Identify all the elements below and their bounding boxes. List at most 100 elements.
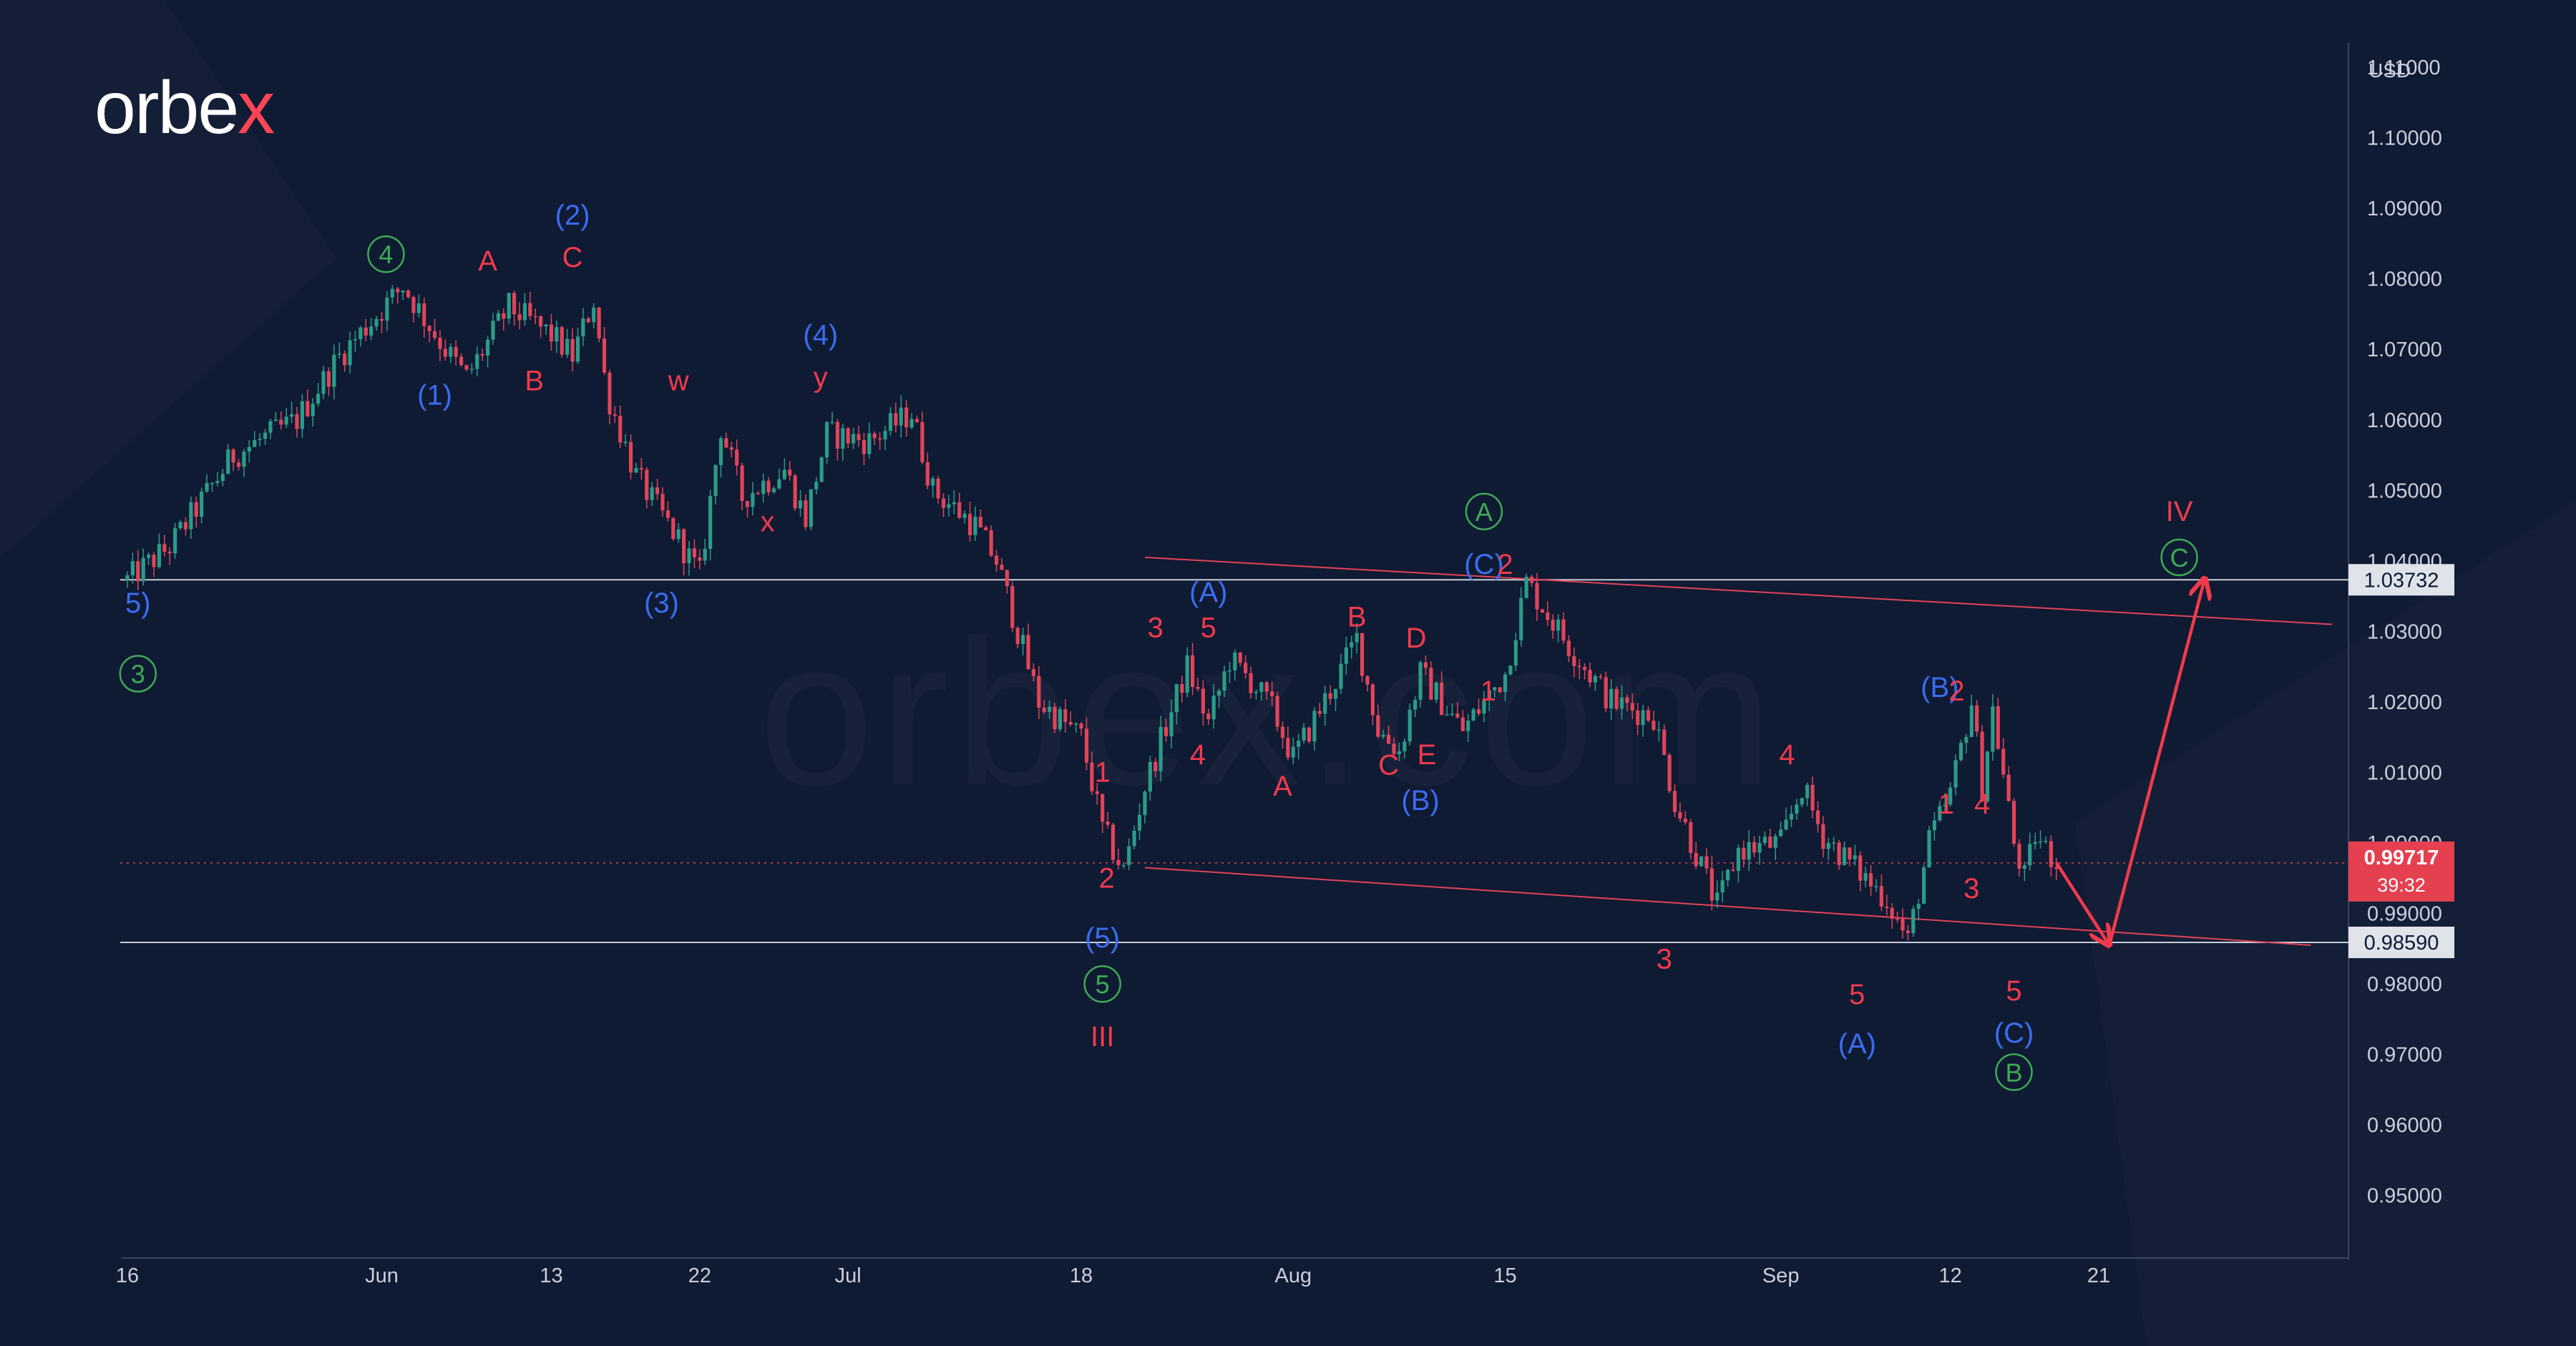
candle-body xyxy=(1037,676,1041,708)
candle-body xyxy=(1672,791,1677,812)
candle-body xyxy=(1784,819,1788,830)
time-axis[interactable]: 16 Jun 13 22 Jul 18 Aug 15 Sep 12 21 xyxy=(116,1264,2110,1287)
candle-body xyxy=(1259,682,1264,692)
candle-body xyxy=(1747,842,1751,860)
candle-body xyxy=(1948,787,1953,805)
candle-body xyxy=(1599,676,1603,678)
date-tick-label: 12 xyxy=(1939,1264,1962,1287)
candle-body xyxy=(1222,671,1226,691)
candle-body xyxy=(1317,711,1322,714)
wave-label-circle xyxy=(1995,1053,2033,1091)
candle-body xyxy=(1339,663,1343,689)
candle-body xyxy=(1381,734,1385,737)
wave-label-circle xyxy=(1083,965,1121,1003)
candle-body xyxy=(189,502,193,530)
bar-countdown-text: 39:32 xyxy=(2377,874,2426,896)
wave-label: 1 xyxy=(1095,756,1111,788)
candle-body xyxy=(729,447,733,450)
wave-label: y xyxy=(814,362,828,394)
candle-body xyxy=(1244,663,1248,673)
candle-body xyxy=(1969,705,1974,737)
candle-body xyxy=(1652,721,1656,730)
candle-body xyxy=(1848,847,1852,859)
candle-body xyxy=(1015,628,1020,645)
candle-body xyxy=(374,318,379,327)
candle-body xyxy=(205,483,209,492)
candle-body xyxy=(1975,705,1979,732)
candle-body xyxy=(592,307,596,323)
candle-body xyxy=(147,555,151,558)
current-price-tag[interactable] xyxy=(2348,841,2454,902)
candle-body xyxy=(2054,867,2059,869)
candle-body xyxy=(565,338,570,355)
candle-body xyxy=(369,326,374,336)
wave-label: A xyxy=(1475,497,1493,527)
wave-labels: 5) 3 4 (1) A B (2) C (3) w x (4) y 1 2 (5) 5 III 3 4 5 (A) A B C… xyxy=(119,200,2198,1091)
candle-body xyxy=(512,293,517,315)
wave-label-circle xyxy=(119,655,157,693)
candle-body xyxy=(1058,709,1063,730)
candle-body xyxy=(1121,864,1126,867)
candle-body xyxy=(242,452,246,467)
candle-body xyxy=(1932,820,1937,831)
price-tick-label: 1.07000 xyxy=(2367,338,2442,361)
wave-label-circle xyxy=(2160,538,2198,577)
candle-body xyxy=(1720,880,1724,893)
candle-body xyxy=(1725,869,1730,881)
candle-body xyxy=(1503,674,1508,693)
candle-body xyxy=(141,557,145,582)
candle-body xyxy=(1487,690,1491,701)
candle-body xyxy=(1731,869,1735,871)
wave-label: (1) xyxy=(417,379,452,411)
wave-label: x xyxy=(761,507,775,538)
candle-body xyxy=(671,517,675,540)
date-tick-label: Aug xyxy=(1275,1264,1312,1287)
wave-label: (3) xyxy=(644,587,679,619)
wave-label: (2) xyxy=(555,200,590,231)
wave-label-circle xyxy=(1465,492,1503,531)
price-tick-label: 0.95000 xyxy=(2367,1185,2442,1208)
candle-body xyxy=(306,401,310,416)
candle-body xyxy=(2038,841,2043,843)
candle-body xyxy=(1906,930,1910,934)
candle-body xyxy=(464,365,469,370)
level-price-tag[interactable] xyxy=(2348,926,2454,958)
wave-label: B xyxy=(2006,1058,2023,1087)
candle-body xyxy=(1344,647,1348,664)
candle-body xyxy=(777,479,781,489)
channel-trend-line xyxy=(1144,556,2332,625)
candle-body xyxy=(650,487,654,500)
wave-label: 3 xyxy=(131,660,145,689)
candle-body xyxy=(1529,576,1534,583)
candle-body xyxy=(1106,821,1110,825)
wave-label: 4 xyxy=(1779,739,1795,771)
candle-body xyxy=(1111,824,1116,860)
candle-body xyxy=(984,527,988,530)
level-price-tag[interactable] xyxy=(2348,564,2454,596)
candle-body xyxy=(1238,652,1242,663)
candle-body xyxy=(1000,565,1004,570)
candle-body xyxy=(236,462,241,467)
candle-body xyxy=(1482,700,1486,714)
wave-label: 5 xyxy=(1201,612,1216,643)
candle-body xyxy=(353,338,358,341)
candle-body xyxy=(698,557,702,561)
price-tick-label: 1.03000 xyxy=(2367,620,2442,643)
candle-body xyxy=(1217,691,1221,696)
candle-body xyxy=(200,491,204,517)
wave-label: A xyxy=(1273,771,1292,802)
candle-body xyxy=(2044,841,2048,842)
candle-body xyxy=(857,434,861,440)
price-tick-label: 1.01000 xyxy=(2367,761,2442,784)
candle-body xyxy=(1158,727,1163,771)
candle-body xyxy=(1392,743,1396,754)
candle-body xyxy=(300,401,304,429)
wave-label: (B) xyxy=(1401,785,1439,816)
candle-body xyxy=(1800,798,1804,805)
price-tick-label: 1.10000 xyxy=(2367,127,2442,150)
candle-body xyxy=(1169,712,1174,736)
candle-body xyxy=(1715,892,1719,901)
